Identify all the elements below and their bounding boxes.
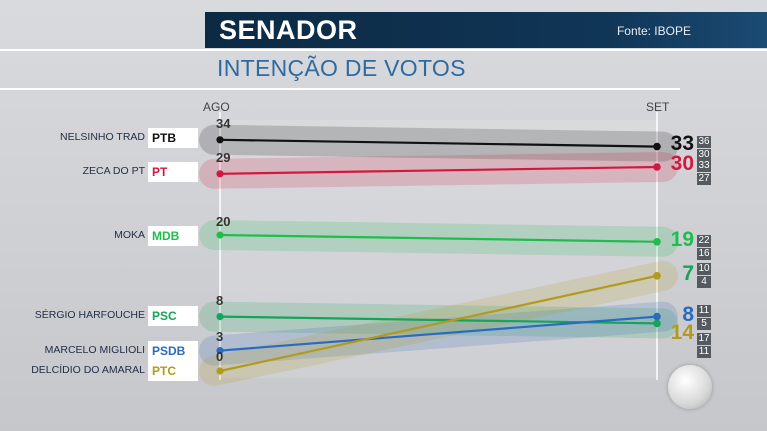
margin-high-box: 11 [697, 305, 711, 317]
margin-high-box: 10 [697, 263, 711, 275]
margin-high-box: 22 [697, 235, 711, 247]
party-label: PSC [148, 306, 198, 326]
point-ago [216, 347, 224, 355]
margin-low-box: 11 [697, 346, 711, 358]
margin-low-box: 16 [697, 248, 711, 260]
point-set [653, 272, 661, 280]
point-set [653, 238, 661, 246]
party-label: MDB [148, 226, 198, 246]
start-value-label: 29 [216, 150, 231, 165]
point-set [653, 319, 661, 328]
margin-low-box: 30 [697, 149, 711, 161]
end-value-label: 30 [670, 152, 694, 175]
series-line [219, 165, 658, 175]
chart-title: SENADOR [219, 15, 358, 45]
candidate-name: DELCÍDIO DO AMARAL [31, 364, 145, 376]
party-label: PTC [148, 361, 198, 381]
party-label: PSDB [148, 341, 198, 361]
margin-low-box: 4 [697, 276, 711, 288]
margin-high-box: 36 [697, 136, 711, 148]
end-value-label: 33 [670, 132, 694, 155]
margin-low-box: 5 [697, 318, 711, 330]
series-line [219, 138, 658, 148]
start-value-label: 3 [216, 329, 224, 344]
subtitle-underline [0, 88, 680, 90]
candidate-name: MARCELO MIGLIOLI [44, 344, 145, 356]
party-label: PTB [148, 128, 198, 148]
plot-area [220, 120, 657, 378]
start-value-label: 20 [216, 214, 231, 229]
end-value-label: 14 [670, 321, 694, 344]
point-ago [216, 313, 224, 321]
margin-high-box: 17 [697, 333, 711, 345]
month-label-set: SET [646, 100, 670, 114]
party-label: PT [148, 162, 198, 182]
point-ago [216, 136, 224, 144]
candidate-name: NELSINHO TRAD [60, 131, 145, 143]
title-underline [0, 49, 767, 51]
candidate-name: MOKA [114, 229, 145, 241]
series-line [219, 315, 658, 352]
end-value-label: 19 [670, 228, 694, 251]
end-value-label: 7 [682, 262, 694, 285]
broadcaster-logo [668, 365, 712, 409]
margin-low-box: 27 [697, 173, 711, 185]
candidate-name: ZECA DO PT [82, 165, 145, 177]
point-ago [216, 170, 224, 178]
start-value-label: 0 [216, 349, 224, 364]
series-line [219, 233, 658, 243]
point-set [653, 163, 661, 171]
margin-high-box: 33 [697, 160, 711, 172]
point-ago [216, 231, 224, 239]
point-ago [216, 367, 224, 375]
end-value-label: 8 [682, 303, 694, 326]
chart-subtitle: INTENÇÃO DE VOTOS [217, 55, 466, 81]
point-set [653, 312, 661, 321]
start-value-label: 8 [216, 293, 224, 308]
source-label: Fonte: IBOPE [616, 24, 691, 38]
month-label-ago: AGO [203, 100, 230, 114]
point-set [653, 142, 661, 151]
start-value-label: 34 [216, 116, 231, 131]
title-bar: SENADOR Fonte: IBOPE [205, 12, 767, 48]
candidate-name: SÉRGIO HARFOUCHE [34, 309, 145, 321]
series-line [219, 274, 658, 373]
